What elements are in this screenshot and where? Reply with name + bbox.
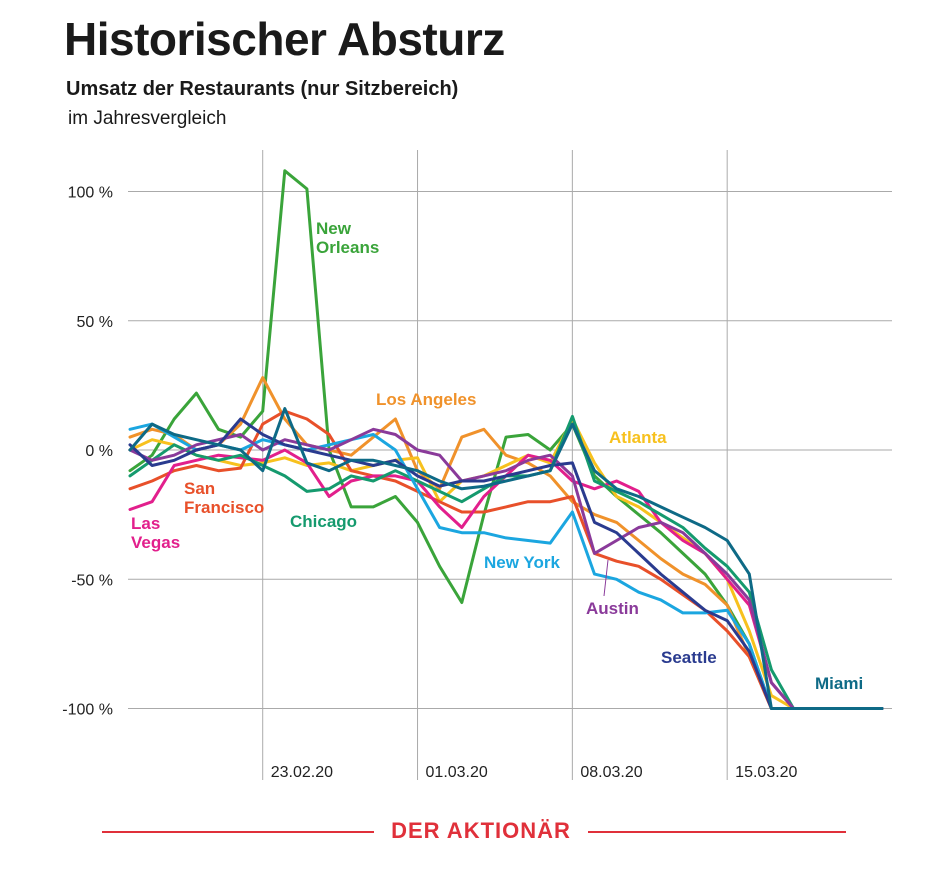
chart-subtitle-note: im Jahresvergleich	[68, 108, 227, 129]
y-tick-label: 50 %	[77, 314, 113, 331]
x-tick-label: 23.02.20	[271, 764, 333, 781]
y-tick-label: -100 %	[62, 702, 113, 719]
series-label-chicago: Chicago	[290, 512, 357, 531]
series-line-new-orleans	[128, 169, 884, 710]
x-tick-label: 01.03.20	[426, 764, 488, 781]
series-label-new-orleans: New Orleans	[316, 219, 379, 257]
series-label-new-york: New York	[484, 553, 560, 572]
footer-rule-left	[102, 831, 374, 833]
y-tick-label: 100 %	[68, 185, 113, 202]
series-labels: New Orleans Los Angeles Atlanta San Francisco…	[131, 219, 863, 693]
footer-rule-right	[588, 831, 846, 833]
series-label-miami: Miami	[815, 674, 863, 693]
y-axis-ticks: 100 % 50 % 0 % -50 % -100 %	[62, 185, 113, 719]
series-line-miami	[128, 407, 884, 710]
series-line-seattle	[128, 417, 884, 710]
x-tick-label: 15.03.20	[735, 764, 797, 781]
series-label-austin: Austin	[586, 599, 639, 618]
series-label-san-francisco: San Francisco	[184, 479, 264, 517]
brand-logo: DER AKTIONÄR	[391, 818, 571, 843]
series-lines	[128, 169, 884, 710]
x-axis-ticks: 23.02.20 01.03.20 08.03.20 15.03.20	[271, 764, 798, 781]
series-label-las-vegas: Las Vegas	[131, 514, 180, 552]
chart-subtitle: Umsatz der Restaurants (nur Sitzbereich)	[66, 78, 459, 100]
series-label-los-angeles: Los Angeles	[376, 390, 476, 409]
y-tick-label: 0 %	[85, 443, 113, 460]
line-chart: 100 % 50 % 0 % -50 % -100 % 23.02.20 01.03.20…	[62, 150, 892, 781]
y-tick-label: -50 %	[71, 572, 113, 589]
series-label-atlanta: Atlanta	[609, 428, 667, 447]
austin-leader-line	[603, 559, 609, 597]
series-label-seattle: Seattle	[661, 648, 717, 667]
x-tick-label: 08.03.20	[580, 764, 642, 781]
chart-title: Historischer Absturz	[64, 13, 505, 65]
